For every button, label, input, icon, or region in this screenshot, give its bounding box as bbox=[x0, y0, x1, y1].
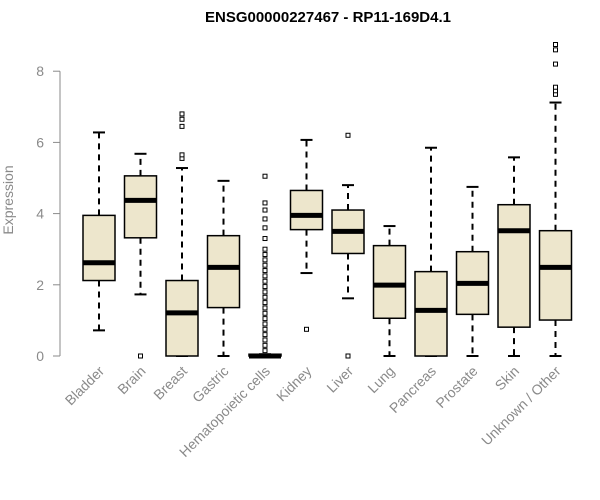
box-7 bbox=[331, 132, 365, 359]
x-category-label: Prostate bbox=[432, 363, 480, 411]
box-iqr bbox=[206, 234, 241, 309]
y-tick-label: 4 bbox=[36, 206, 44, 222]
outlier-point bbox=[262, 225, 268, 231]
box-11 bbox=[497, 156, 531, 357]
outlier-point bbox=[262, 289, 268, 295]
box-12 bbox=[538, 42, 573, 357]
plot-area bbox=[82, 42, 573, 359]
chart-title: ENSG00000227467 - RP11-169D4.1 bbox=[205, 9, 451, 26]
outlier-point bbox=[262, 268, 268, 274]
outlier-point bbox=[262, 236, 268, 242]
y-axis: 0 2 4 6 8 bbox=[36, 63, 61, 364]
x-category-label: Bladder bbox=[62, 363, 108, 409]
outlier-point bbox=[179, 111, 185, 117]
box-iqr bbox=[123, 175, 158, 239]
box-iqr bbox=[414, 270, 448, 357]
outlier-point bbox=[262, 321, 268, 327]
box-4 bbox=[206, 179, 241, 357]
box-2 bbox=[123, 152, 158, 359]
outlier-point bbox=[262, 207, 268, 213]
x-category-label: Skin bbox=[492, 363, 523, 394]
box-3 bbox=[165, 111, 199, 357]
outlier-point bbox=[179, 152, 185, 158]
outlier-point bbox=[262, 200, 268, 206]
outlier-point bbox=[262, 278, 268, 284]
outlier-point bbox=[262, 337, 268, 343]
y-tick-label: 8 bbox=[36, 63, 44, 79]
x-category-label: Kidney bbox=[273, 363, 315, 405]
y-axis-title: Expression bbox=[0, 165, 16, 234]
outlier-point bbox=[262, 284, 268, 290]
y-tick-label: 6 bbox=[36, 134, 44, 150]
outlier-point bbox=[262, 246, 268, 252]
box-6 bbox=[289, 138, 324, 332]
outlier-point bbox=[262, 257, 268, 263]
outlier-point bbox=[262, 216, 268, 222]
box-iqr bbox=[289, 189, 324, 231]
outlier-point bbox=[262, 173, 268, 179]
outlier-point bbox=[262, 316, 268, 322]
outlier-point bbox=[345, 132, 351, 138]
outlier-point bbox=[262, 262, 268, 268]
box-iqr bbox=[497, 203, 531, 328]
outlier-point bbox=[262, 348, 268, 354]
x-category-label: Unknown / Other bbox=[478, 363, 564, 449]
outlier-point bbox=[262, 332, 268, 338]
box-8 bbox=[372, 225, 407, 357]
outlier-point bbox=[179, 123, 185, 129]
outlier-point bbox=[553, 84, 558, 90]
x-category-label: Brain bbox=[114, 363, 148, 397]
outlier-point bbox=[345, 353, 351, 359]
outlier-point bbox=[304, 326, 309, 332]
outlier-point bbox=[553, 61, 558, 67]
x-category-label: Lung bbox=[364, 363, 397, 396]
y-tick-label: 0 bbox=[36, 348, 44, 364]
box-5 bbox=[248, 173, 282, 359]
outlier-point bbox=[262, 305, 268, 311]
x-category-label: Breast bbox=[150, 363, 190, 403]
box-iqr bbox=[538, 229, 573, 321]
x-category-label: Liver bbox=[323, 363, 356, 396]
outlier-point bbox=[553, 47, 558, 53]
outlier-point bbox=[262, 252, 268, 258]
outlier-point bbox=[262, 342, 268, 348]
outlier-point bbox=[262, 326, 268, 332]
box-1 bbox=[82, 131, 116, 332]
box-iqr bbox=[372, 244, 407, 320]
box-10 bbox=[455, 185, 490, 357]
box-iqr bbox=[82, 214, 116, 282]
box-9 bbox=[414, 146, 448, 357]
outlier-point bbox=[262, 300, 268, 306]
outlier-point bbox=[138, 353, 143, 359]
y-tick-label: 2 bbox=[36, 277, 44, 293]
outlier-point bbox=[553, 42, 558, 47]
outlier-point bbox=[262, 310, 268, 316]
outlier-point bbox=[262, 273, 268, 279]
box-iqr bbox=[165, 279, 199, 357]
outlier-point bbox=[262, 294, 268, 300]
outlier-point bbox=[179, 116, 185, 122]
